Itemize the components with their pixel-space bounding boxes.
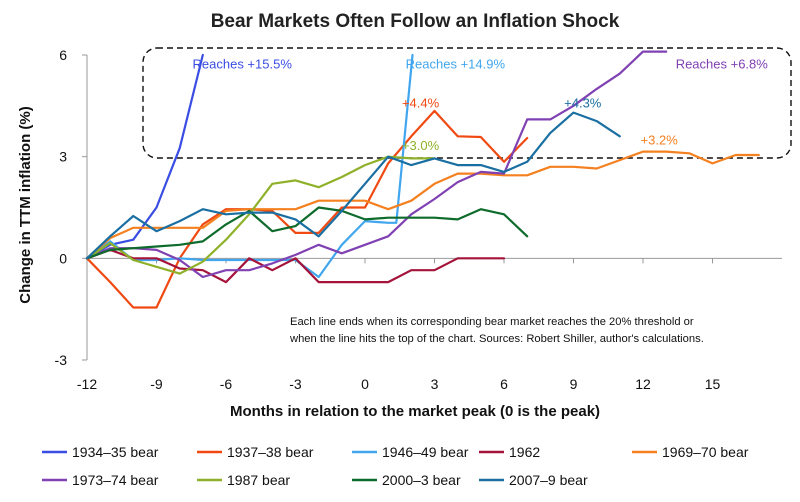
series-line-1987-bear <box>85 155 436 275</box>
series-line-1946-49-bear <box>85 53 414 279</box>
series-group <box>85 50 760 309</box>
x-tick-label: -9 <box>150 376 163 392</box>
series-line-1969-70-bear <box>85 150 760 260</box>
y-tick-label: 3 <box>59 149 67 165</box>
series-line-2000-3-bear <box>85 206 529 260</box>
chart-note-line-2: when the line hits the top of the chart.… <box>289 333 704 345</box>
series-line-2007-9-bear <box>85 111 621 260</box>
legend-label-2000-3-bear: 2000–3 bear <box>382 472 461 488</box>
legend-label-1946-49-bear: 1946–49 bear <box>382 444 469 460</box>
legend-label-1962: 1962 <box>509 444 540 460</box>
x-tick-label: 3 <box>431 376 439 392</box>
legend-label-1973-74-bear: 1973–74 bear <box>72 472 159 488</box>
x-tick-label: 0 <box>361 376 369 392</box>
legend-label-1987-bear: 1987 bear <box>227 472 290 488</box>
x-tick-label: -6 <box>220 376 233 392</box>
series-label-1973-74-bear: Reaches +6.8% <box>676 56 769 71</box>
y-tick-label: 0 <box>59 250 67 266</box>
highlight-box <box>142 47 792 159</box>
x-tick-label: -12 <box>77 376 97 392</box>
chart-note-line-1: Each line ends when its corresponding be… <box>290 316 694 328</box>
x-tick-label: 9 <box>570 376 578 392</box>
axes: -3 0 3 6 -12 -9 -6 -3 0 3 6 9 12 15 <box>55 47 782 392</box>
legend-label-2007-9-bear: 2007–9 bear <box>509 472 588 488</box>
legend: 1934–35 bear 1937–38 bear 1946–49 bear 1962… <box>42 444 749 488</box>
legend-label-1934-35-bear: 1934–35 bear <box>72 444 159 460</box>
series-label-1969-70-bear: +3.2% <box>641 133 679 148</box>
series-label-1934-35-bear: Reaches +15.5% <box>193 56 293 71</box>
legend-label-1969-70-bear: 1969–70 bear <box>662 444 749 460</box>
y-axis-label: Change in TTM inflation (%) <box>17 106 34 303</box>
series-labels: Reaches +15.5% +4.4% Reaches +14.9% +3.2% Re… <box>193 56 769 152</box>
series-line-1962 <box>85 248 506 284</box>
x-tick-label: 6 <box>500 376 508 392</box>
x-tick-label: -3 <box>289 376 302 392</box>
y-tick-label: 6 <box>59 47 67 63</box>
series-label-1946-49-bear: Reaches +14.9% <box>406 56 506 71</box>
series-line-1937-38-bear <box>85 109 529 309</box>
series-line-1973-74-bear <box>85 50 668 279</box>
legend-label-1937-38-bear: 1937–38 bear <box>227 444 314 460</box>
x-tick-label: 12 <box>635 376 651 392</box>
y-tick-label: -3 <box>55 352 68 368</box>
series-label-2007-9-bear: +4.3% <box>564 95 602 110</box>
x-axis-label: Months in relation to the market peak (0… <box>230 403 600 420</box>
series-label-1987-bear: +3.0% <box>402 138 440 153</box>
x-tick-label: 15 <box>705 376 721 392</box>
chart-title: Bear Markets Often Follow an Inflation S… <box>211 11 620 32</box>
series-label-1937-38-bear: +4.4% <box>402 95 440 110</box>
